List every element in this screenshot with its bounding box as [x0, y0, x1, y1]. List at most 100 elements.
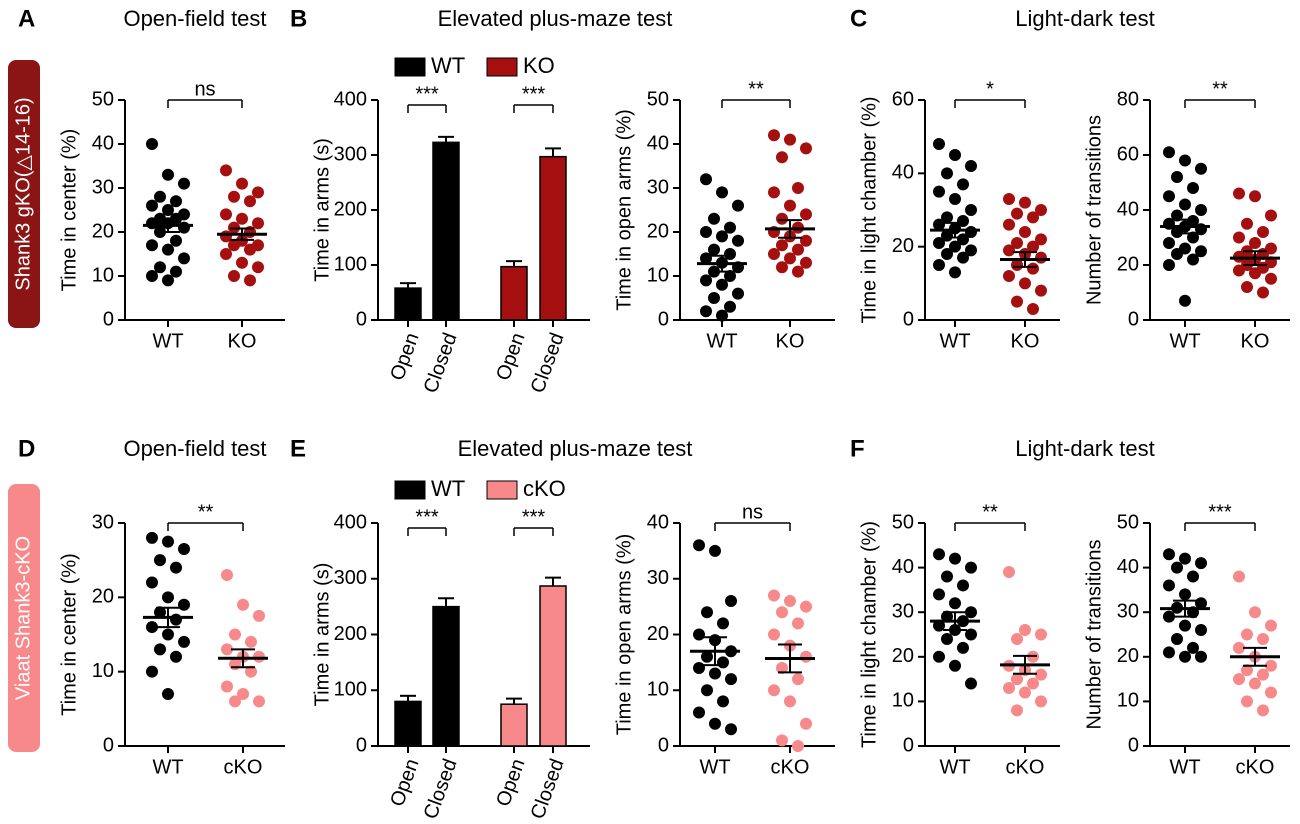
- data-point: [1241, 695, 1253, 708]
- data-point: [784, 133, 796, 146]
- data-point: [162, 243, 174, 256]
- sig-label: **: [198, 501, 214, 523]
- data-point: [1265, 272, 1277, 285]
- y-tick-label: 30: [1117, 600, 1139, 622]
- x-tick-label: WT: [699, 756, 730, 778]
- data-point: [1163, 646, 1175, 659]
- y-tick-label: 400: [334, 511, 367, 533]
- data-point: [1163, 548, 1175, 561]
- data-point: [1003, 682, 1015, 695]
- legend-swatch: [486, 57, 518, 77]
- data-point: [800, 717, 812, 730]
- data-point: [1035, 204, 1047, 216]
- y-tick-label: 40: [92, 132, 114, 154]
- y-tick-label: 20: [647, 220, 669, 242]
- data-point: [221, 643, 233, 656]
- sig-label: ns: [742, 501, 763, 523]
- data-point: [1249, 190, 1261, 203]
- y-tick-label: 0: [903, 308, 914, 330]
- data-point: [220, 164, 232, 177]
- data-point: [154, 606, 166, 619]
- y-tick-label: 0: [1128, 734, 1139, 756]
- y-tick-label: 50: [892, 511, 914, 533]
- data-point: [1011, 704, 1023, 717]
- y-tick-label: 80: [1117, 88, 1139, 110]
- data-point: [700, 305, 712, 318]
- data-point: [1019, 226, 1031, 238]
- data-point: [965, 204, 977, 216]
- data-point: [1265, 659, 1277, 672]
- data-point: [957, 641, 969, 654]
- data-point: [792, 265, 804, 278]
- data-point: [1187, 570, 1199, 583]
- y-axis-label: Time in arms (s): [311, 563, 333, 707]
- data-point: [800, 256, 812, 269]
- data-point: [725, 595, 737, 608]
- data-point: [957, 251, 969, 264]
- data-point: [1195, 597, 1207, 610]
- legend-label: KO: [523, 53, 555, 78]
- data-point: [1027, 211, 1039, 224]
- data-point: [700, 226, 712, 238]
- data-point: [154, 190, 166, 203]
- x-tick-label: KO: [1011, 330, 1040, 352]
- bar: [500, 703, 528, 747]
- data-point: [965, 244, 977, 257]
- data-point: [949, 193, 961, 205]
- data-point: [1195, 245, 1207, 258]
- y-tick-label: 40: [1117, 198, 1139, 220]
- data-point: [237, 687, 249, 700]
- sig-label: ***: [415, 83, 439, 105]
- data-point: [1241, 281, 1253, 293]
- y-tick-label: 20: [92, 586, 114, 608]
- y-axis-label: Number of transitions: [1083, 539, 1105, 729]
- x-tick-label: Open: [386, 330, 423, 384]
- data-point: [146, 576, 158, 589]
- y-tick-label: 60: [1117, 143, 1139, 165]
- data-point: [949, 266, 961, 279]
- y-tick-label: 0: [658, 308, 669, 330]
- data-point: [253, 609, 265, 622]
- data-point: [245, 635, 257, 648]
- data-point: [178, 635, 190, 648]
- data-point: [245, 665, 257, 678]
- data-point: [792, 673, 804, 686]
- data-point: [1233, 641, 1245, 654]
- data-point: [1195, 650, 1207, 663]
- data-point: [768, 186, 780, 199]
- data-point: [716, 186, 728, 199]
- panel-title: Elevated plus-maze test: [438, 6, 673, 31]
- data-point: [725, 723, 737, 736]
- data-point: [1233, 187, 1245, 200]
- data-point: [1163, 146, 1175, 159]
- data-point: [1195, 204, 1207, 216]
- data-point: [768, 628, 780, 641]
- data-point: [1195, 557, 1207, 570]
- data-point: [1179, 294, 1191, 307]
- x-tick-label: WT: [152, 756, 183, 778]
- y-tick-label: 30: [892, 600, 914, 622]
- data-point: [724, 221, 736, 234]
- data-point: [1249, 677, 1261, 690]
- data-point: [1011, 207, 1023, 220]
- y-axis-label: Time in center (%): [58, 553, 80, 716]
- y-tick-label: 0: [658, 734, 669, 756]
- y-tick-label: 100: [334, 679, 367, 701]
- data-point: [1035, 668, 1047, 681]
- data-point: [146, 270, 158, 282]
- data-point: [1035, 251, 1047, 264]
- data-point: [724, 248, 736, 260]
- data-point: [1187, 641, 1199, 654]
- data-point: [768, 129, 780, 142]
- data-point: [933, 237, 945, 249]
- data-point: [146, 665, 158, 678]
- data-point: [1179, 154, 1191, 167]
- data-point: [1233, 570, 1245, 583]
- x-tick-label: Open: [386, 756, 423, 810]
- y-tick-label: 20: [1117, 645, 1139, 667]
- data-point: [1249, 237, 1261, 249]
- data-point: [1179, 619, 1191, 632]
- y-tick-label: 40: [892, 556, 914, 578]
- data-point: [1171, 561, 1183, 574]
- data-point: [693, 661, 705, 674]
